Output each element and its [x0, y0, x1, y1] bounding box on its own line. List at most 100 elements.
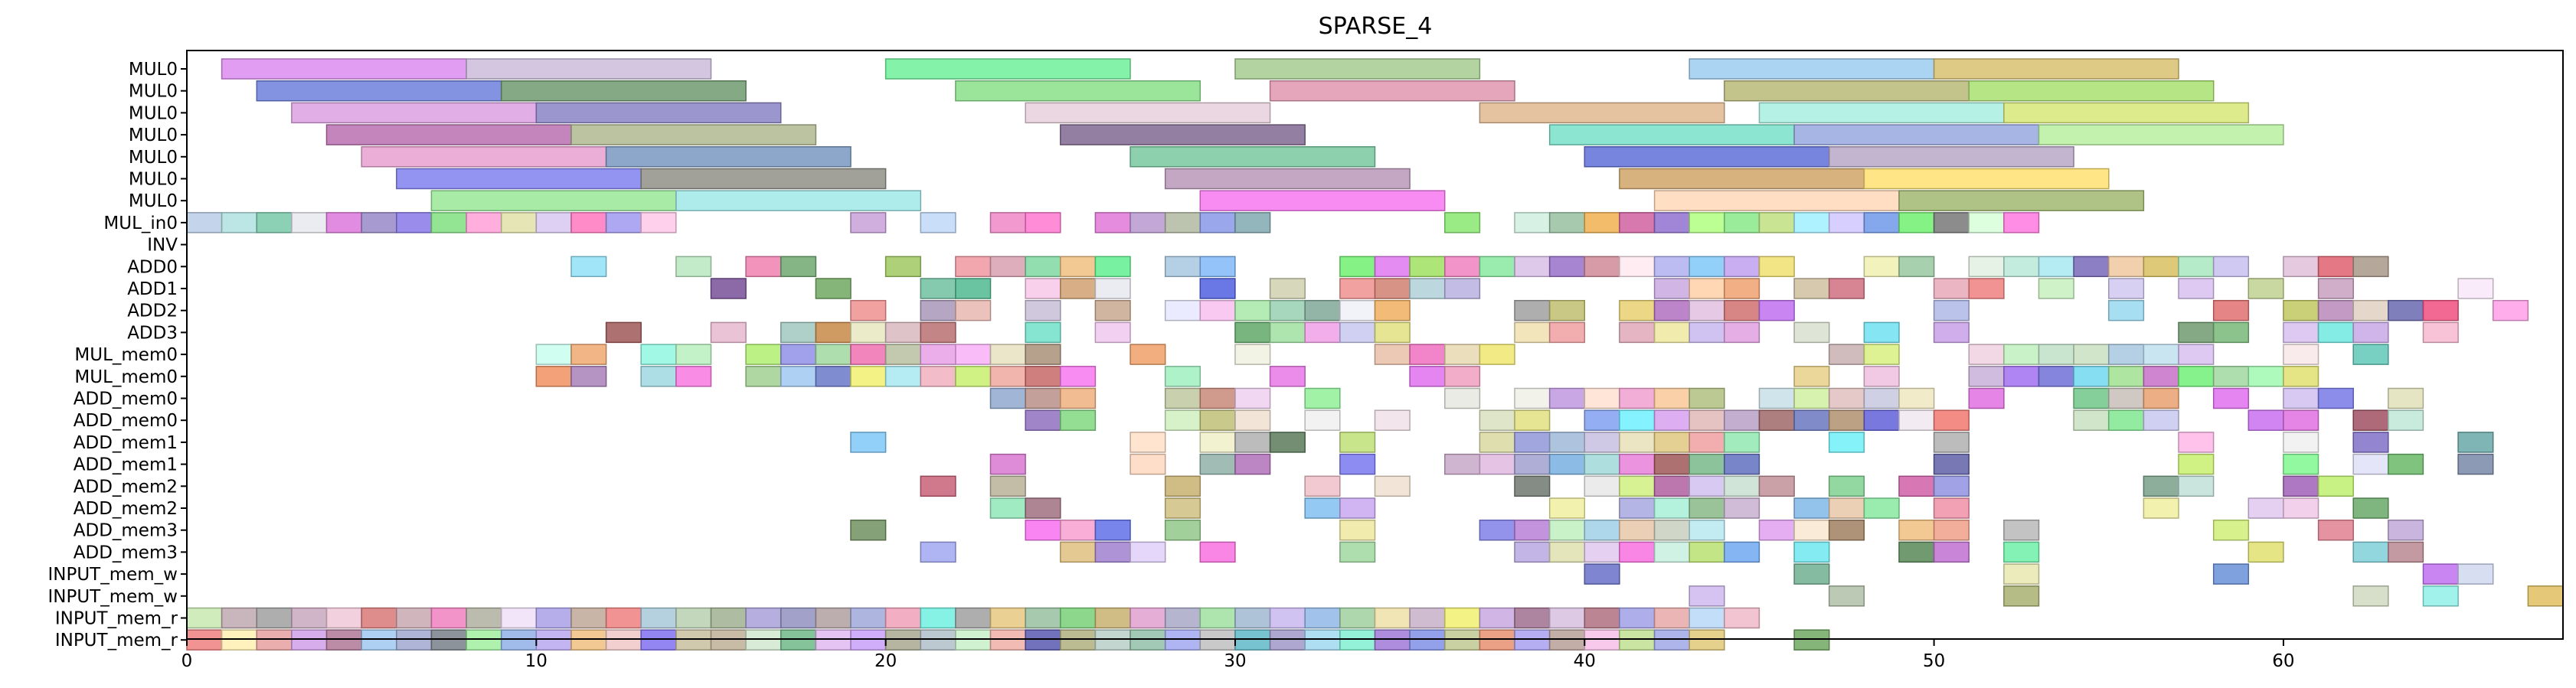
- bar-segment: [1688, 541, 1725, 563]
- bar-segment: [1688, 585, 1725, 607]
- bar-segment: [1094, 629, 1131, 651]
- bar-segment: [2038, 366, 2074, 387]
- bar-segment: [1688, 58, 1935, 80]
- bar-segment: [1514, 212, 1551, 233]
- bar-segment: [2317, 519, 2354, 541]
- bar-segment: [1933, 58, 2179, 80]
- bar-segment: [989, 212, 1026, 233]
- bar-segment: [1060, 256, 1097, 278]
- bar-segment: [1479, 256, 1515, 278]
- bar-segment: [1688, 432, 1725, 453]
- bar-segment: [884, 321, 921, 344]
- bar-segment: [1619, 475, 1656, 497]
- bar-segment: [2143, 256, 2179, 278]
- bar-segment: [466, 607, 502, 629]
- bar-segment: [1898, 256, 1935, 278]
- bar-segment: [850, 629, 887, 651]
- bar-segment: [430, 212, 467, 233]
- x-tick-label: 30: [1224, 651, 1246, 671]
- bar-segment: [780, 366, 817, 387]
- bar-segment: [1164, 256, 1201, 278]
- bar-segment: [2457, 453, 2494, 475]
- bar-segment: [989, 387, 1026, 409]
- bar-segment: [1199, 190, 1446, 211]
- bar-segment: [1619, 256, 1656, 278]
- bar-segment: [256, 607, 293, 629]
- bar-segment: [1514, 299, 1551, 321]
- bar-segment: [1234, 607, 1271, 629]
- bar-segment: [1164, 629, 1201, 651]
- bar-segment: [605, 321, 642, 344]
- bar-segment: [221, 58, 467, 80]
- bar-segment: [2283, 497, 2319, 519]
- bar-segment: [815, 629, 852, 651]
- bar-segment: [2388, 541, 2424, 563]
- bar-segment: [745, 607, 782, 629]
- bar-segment: [1933, 212, 1970, 233]
- bar-segment: [1584, 629, 1620, 651]
- bar-segment: [1619, 453, 1656, 475]
- bar-segment: [1619, 519, 1656, 541]
- bar-segment: [2388, 409, 2424, 431]
- bar-segment: [1514, 409, 1551, 431]
- bar-segment: [1793, 519, 1830, 541]
- bar-segment: [1479, 432, 1515, 453]
- bar-segment: [1444, 629, 1481, 651]
- bar-segment: [1164, 475, 1201, 497]
- bar-segment: [640, 629, 677, 651]
- bar-segment: [2108, 366, 2145, 387]
- bar-segment: [1724, 409, 1760, 431]
- bar-segment: [1199, 607, 1236, 629]
- bar-segment: [2003, 102, 2250, 124]
- bar-segment: [1374, 607, 1411, 629]
- bar-segment: [1548, 256, 1586, 278]
- y-tick-label: INPUT_mem_r: [55, 609, 178, 629]
- bar-segment: [1793, 629, 1830, 651]
- bar-segment: [1688, 475, 1725, 497]
- bar-segment: [1619, 541, 1656, 563]
- bar-segment: [1793, 366, 1830, 387]
- bar-segment: [955, 299, 992, 321]
- bar-segment: [466, 58, 712, 80]
- bar-segment: [2003, 563, 2040, 585]
- bar-segment: [2212, 321, 2250, 344]
- bar-segment: [745, 344, 782, 365]
- bar-segment: [1164, 409, 1201, 431]
- bar-segment: [2422, 321, 2459, 344]
- bar-segment: [1514, 453, 1551, 475]
- bar-segment: [884, 629, 921, 651]
- bar-segment: [1653, 607, 1690, 629]
- bar-segment: [570, 212, 607, 233]
- bar-segment: [1234, 58, 1481, 80]
- bar-segment: [2457, 432, 2494, 453]
- bar-segment: [1933, 475, 1970, 497]
- y-tick-label: MUL_in0: [103, 214, 178, 233]
- y-tick-label: MUL_mem0: [74, 345, 178, 365]
- bar-segment: [361, 629, 397, 651]
- bar-segment: [1479, 519, 1515, 541]
- bar-segment: [2108, 256, 2145, 278]
- bar-segment: [1374, 475, 1411, 497]
- bar-segment: [1514, 256, 1551, 278]
- bar-segment: [2352, 541, 2389, 563]
- y-tick-label: INPUT_mem_w: [47, 565, 178, 585]
- bar-segment: [1548, 321, 1586, 344]
- bar-segment: [1444, 212, 1481, 233]
- bar-segment: [1933, 497, 1970, 519]
- bar-segment: [2247, 409, 2284, 431]
- bar-segment: [1129, 146, 1376, 168]
- bar-segment: [2388, 453, 2424, 475]
- bar-segment: [989, 344, 1026, 365]
- bar-segment: [1968, 278, 2005, 299]
- bar-segment: [1688, 607, 1725, 629]
- y-tick-label: MUL0: [129, 148, 178, 168]
- bar-segment: [955, 278, 992, 299]
- bar-segment: [1548, 299, 1586, 321]
- bar-segment: [221, 212, 257, 233]
- y-tick-label: ADD1: [127, 279, 178, 299]
- bar-segment: [920, 475, 956, 497]
- bar-segment: [1129, 212, 1166, 233]
- bar-segment: [2038, 256, 2074, 278]
- bar-segment: [1129, 541, 1166, 563]
- bar-segment: [1688, 497, 1725, 519]
